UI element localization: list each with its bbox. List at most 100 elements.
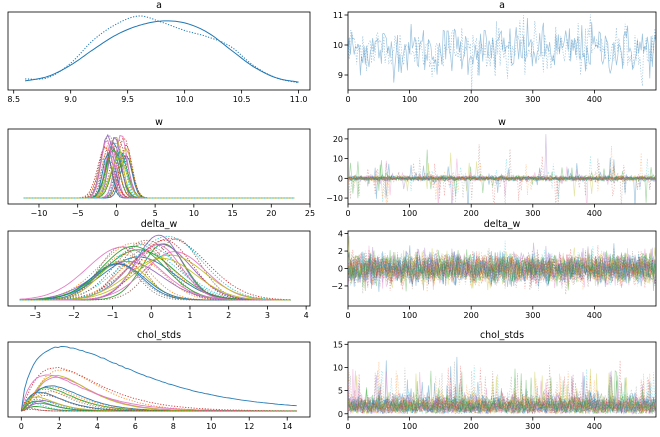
density-line bbox=[23, 139, 295, 199]
trace-line bbox=[348, 250, 656, 288]
trace-line bbox=[348, 250, 656, 290]
trace-line bbox=[348, 174, 656, 199]
trace-line bbox=[348, 368, 656, 414]
trace-line bbox=[348, 152, 656, 197]
x-tick-label: 100 bbox=[402, 95, 417, 104]
axes-frame bbox=[7, 128, 311, 205]
trace-line bbox=[348, 368, 656, 414]
density-line bbox=[20, 366, 297, 412]
x-tick-label: 14 bbox=[282, 422, 292, 431]
axes-frame bbox=[7, 11, 311, 91]
axes-frame bbox=[347, 341, 657, 418]
x-tick-label: 12 bbox=[244, 422, 254, 431]
trace-line bbox=[348, 161, 656, 203]
axes-frame bbox=[347, 128, 657, 205]
trace-line bbox=[348, 371, 656, 415]
panel-title: w bbox=[498, 117, 506, 128]
density-line bbox=[23, 155, 295, 199]
trace-line bbox=[348, 250, 656, 286]
trace-line bbox=[348, 377, 656, 415]
trace-line bbox=[348, 17, 656, 83]
density-line bbox=[23, 143, 295, 199]
density-line bbox=[23, 137, 295, 199]
trace-line bbox=[348, 156, 656, 204]
x-tick-label: 8 bbox=[171, 422, 176, 431]
x-tick-label: 0 bbox=[114, 209, 119, 218]
trace-line bbox=[348, 249, 656, 291]
density-line bbox=[23, 141, 295, 199]
x-tick-label: 5 bbox=[153, 209, 158, 218]
x-tick-label: 2 bbox=[57, 422, 62, 431]
density-line bbox=[23, 157, 295, 199]
trace-line bbox=[348, 375, 656, 415]
y-tick-label: −10 bbox=[326, 194, 343, 203]
x-tick-label: 0 bbox=[149, 311, 154, 320]
x-tick-label: 400 bbox=[587, 311, 602, 320]
x-tick-label: 200 bbox=[464, 95, 479, 104]
trace-line bbox=[348, 248, 656, 290]
density-line bbox=[21, 408, 297, 412]
trace-line bbox=[348, 249, 656, 292]
trace-line bbox=[348, 172, 656, 204]
density-line bbox=[23, 159, 295, 199]
y-tick-label: 15 bbox=[333, 340, 343, 349]
panel-title: chol_stds bbox=[137, 330, 181, 341]
density-line bbox=[23, 139, 295, 199]
density-line bbox=[23, 147, 295, 199]
trace-line bbox=[348, 370, 656, 415]
density-line bbox=[23, 152, 295, 199]
x-tick-label: 10 bbox=[189, 209, 199, 218]
density-panel-chol_stds: chol_stds 0 2 4 6 8 10 12 14 bbox=[7, 330, 311, 431]
x-tick-label: 9.0 bbox=[64, 95, 77, 104]
density-line bbox=[23, 147, 295, 199]
x-tick-label: 0 bbox=[345, 422, 350, 431]
y-tick-label: 2 bbox=[338, 247, 343, 256]
density-line bbox=[24, 20, 299, 83]
trace-line bbox=[348, 361, 656, 415]
trace-lines bbox=[348, 134, 656, 204]
x-tick-label: 8.5 bbox=[7, 95, 20, 104]
trace-line bbox=[348, 149, 656, 194]
y-tick-label: 11 bbox=[333, 11, 343, 20]
trace-line bbox=[348, 163, 656, 203]
x-tick-label: 1 bbox=[187, 311, 192, 320]
y-tick-label: 0 bbox=[338, 174, 343, 183]
trace-line bbox=[348, 369, 656, 415]
trace-line bbox=[348, 245, 656, 285]
y-tick-label: 0 bbox=[338, 410, 343, 419]
density-line bbox=[23, 146, 295, 199]
density-line bbox=[23, 136, 295, 199]
x-tick-label: 200 bbox=[464, 422, 479, 431]
x-tick-label: 11.0 bbox=[290, 95, 308, 104]
density-line bbox=[23, 153, 295, 199]
x-tick-label: 100 bbox=[402, 311, 417, 320]
x-tick-label: 6 bbox=[133, 422, 138, 431]
x-tick-label: −10 bbox=[31, 209, 48, 218]
y-tick-label: 10 bbox=[333, 155, 343, 164]
x-tick-label: 400 bbox=[587, 95, 602, 104]
density-line bbox=[23, 139, 295, 199]
trace-line bbox=[348, 157, 656, 204]
panel-title: delta_w bbox=[141, 219, 178, 230]
trace-line bbox=[348, 370, 656, 415]
trace-panel-delta_w: delta_w 0 100 200 300 400 −2 0 2 4 bbox=[331, 219, 657, 320]
density-panel-delta_w: delta_w −3 −2 −1 0 1 2 3 4 bbox=[7, 219, 311, 320]
x-tick-label: 300 bbox=[525, 311, 540, 320]
trace-line bbox=[348, 250, 656, 292]
y-tick-label: −2 bbox=[331, 282, 343, 291]
x-tick-label: 9.5 bbox=[121, 95, 134, 104]
trace-line bbox=[348, 165, 656, 193]
trace-line bbox=[348, 162, 656, 195]
density-panel-a: a 8.5 9.0 9.5 10.0 10.5 11.0 bbox=[7, 0, 311, 104]
trace-line bbox=[348, 356, 656, 415]
x-tick-label: 400 bbox=[587, 209, 602, 218]
trace-line bbox=[348, 253, 656, 295]
trace-line bbox=[348, 365, 656, 415]
trace-lines bbox=[348, 14, 656, 90]
density-line bbox=[23, 135, 295, 199]
trace-line bbox=[348, 157, 656, 204]
density-line bbox=[23, 152, 295, 199]
trace-line bbox=[348, 370, 656, 416]
trace-lines bbox=[348, 356, 656, 416]
